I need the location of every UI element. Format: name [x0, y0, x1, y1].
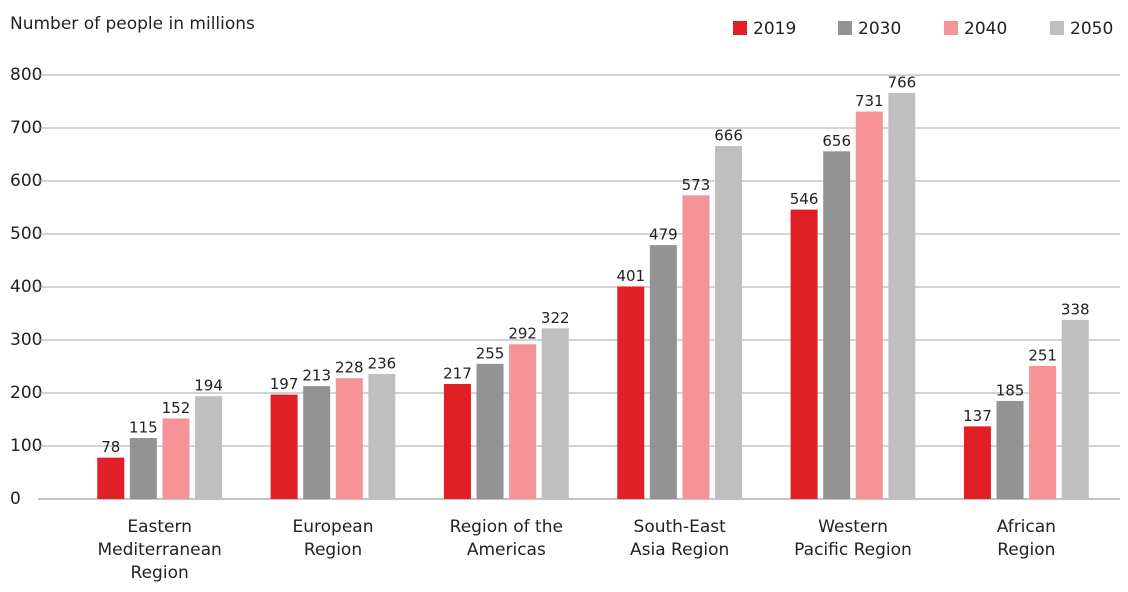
legend-swatch [944, 21, 958, 35]
value-label: 236 [368, 354, 397, 372]
value-label: 731 [855, 92, 884, 110]
value-label: 322 [541, 309, 570, 327]
bar [996, 400, 1024, 499]
value-label: 251 [1028, 346, 1057, 364]
bar [129, 438, 157, 499]
bar [1061, 319, 1089, 499]
value-label: 573 [682, 176, 711, 194]
value-label: 255 [476, 344, 505, 362]
bar [476, 363, 504, 499]
value-label: 292 [508, 325, 537, 343]
bar [541, 328, 569, 499]
value-label: 479 [649, 226, 678, 244]
bar [162, 418, 190, 499]
value-label: 666 [714, 127, 743, 145]
bar [509, 344, 537, 499]
bar [790, 209, 818, 499]
bar [682, 195, 710, 499]
bar [715, 146, 743, 499]
value-label: 194 [194, 377, 223, 395]
legend-swatch [838, 21, 852, 35]
value-label: 656 [822, 132, 851, 150]
bar [97, 457, 125, 499]
bar [303, 386, 331, 499]
x-tick-label: Eastern Mediterranean Region [97, 517, 222, 583]
y-tick-label: 800 [10, 65, 42, 85]
bar [335, 378, 363, 499]
y-tick-label: 200 [10, 383, 42, 403]
value-label: 217 [443, 364, 472, 382]
value-label: 137 [963, 407, 992, 425]
y-tick-label: 600 [10, 171, 42, 191]
legend-swatch [1050, 21, 1064, 35]
bar [617, 286, 645, 499]
y-tick-label: 0 [10, 489, 21, 509]
value-label: 338 [1061, 300, 1090, 318]
bar [855, 111, 883, 499]
bar [443, 383, 471, 499]
x-tick-label: Western Pacific Region [794, 517, 912, 560]
y-tick-label: 300 [10, 330, 42, 350]
y-tick-label: 400 [10, 277, 42, 297]
bar [888, 93, 916, 500]
legend-label: 2040 [964, 19, 1007, 39]
value-label: 228 [335, 359, 364, 377]
chart-title: Number of people in millions [10, 14, 255, 34]
x-tick-label: South-East Asia Region [630, 517, 730, 560]
value-label: 78 [101, 438, 120, 456]
bar [963, 426, 991, 499]
value-label: 401 [616, 267, 645, 285]
x-tick-label: European Region [292, 517, 374, 560]
value-label: 197 [270, 375, 299, 393]
bar [195, 396, 223, 499]
legend-label: 2030 [858, 19, 901, 39]
y-tick-label: 500 [10, 224, 42, 244]
bar [368, 373, 396, 499]
value-label: 152 [162, 399, 191, 417]
legend-label: 2050 [1070, 19, 1113, 39]
value-label: 115 [129, 419, 158, 437]
bar [823, 151, 851, 499]
bar [270, 394, 298, 499]
value-label: 213 [302, 367, 331, 385]
bar [1029, 365, 1057, 499]
y-tick-label: 700 [10, 118, 42, 138]
value-label: 546 [790, 190, 819, 208]
legend-swatch [733, 21, 747, 35]
x-tick-label: Region of the Americas [449, 517, 563, 560]
legend-label: 2019 [753, 19, 796, 39]
bar [649, 245, 677, 499]
value-label: 185 [996, 381, 1025, 399]
value-label: 766 [888, 74, 917, 92]
x-tick-label: African Region [996, 517, 1056, 560]
y-tick-label: 100 [10, 436, 42, 456]
